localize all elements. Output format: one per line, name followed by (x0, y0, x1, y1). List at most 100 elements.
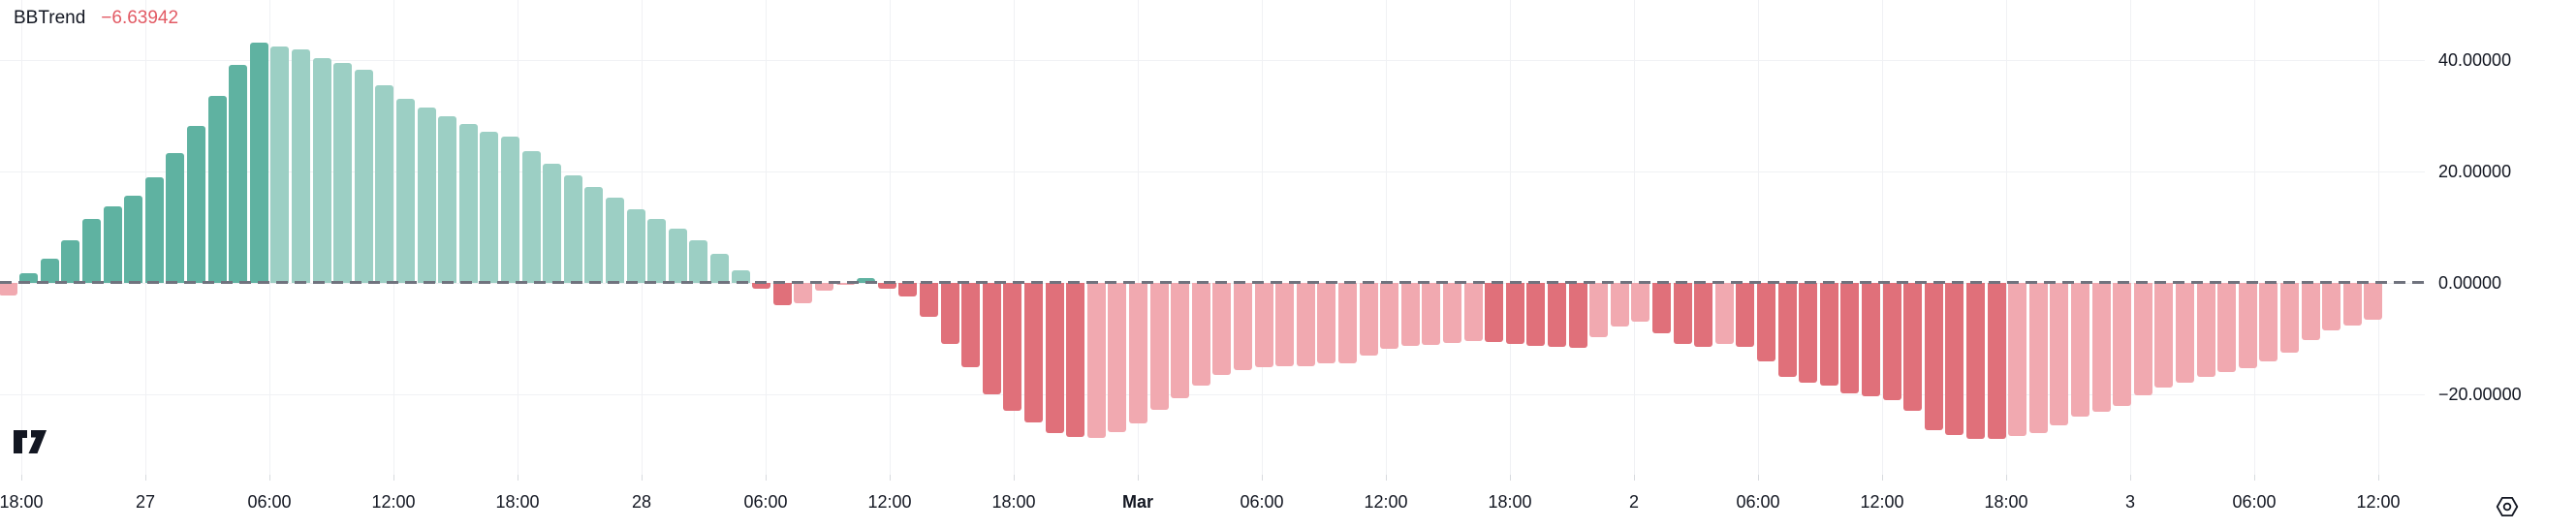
histogram-bar (1128, 283, 1147, 423)
time-tick-mark (642, 475, 643, 481)
price-scale-label: 20.00000 (2438, 162, 2512, 181)
histogram-bar (1673, 283, 1692, 345)
v-gridline (1758, 0, 1759, 475)
histogram-bar (61, 239, 80, 283)
time-tick-mark (2378, 475, 2379, 481)
price-scale-label: 40.00000 (2438, 50, 2512, 70)
v-gridline (1510, 0, 1511, 475)
histogram-bar (354, 69, 373, 283)
v-gridline (890, 0, 891, 475)
indicator-legend[interactable]: BBTrend −6.63942 (14, 8, 178, 29)
histogram-bar (270, 47, 290, 283)
histogram-bar (919, 283, 938, 317)
histogram-bar (438, 115, 457, 283)
histogram-bar (2113, 283, 2132, 406)
price-scale-label: −20.00000 (2438, 385, 2522, 404)
histogram-bar (1589, 283, 1609, 338)
v-gridline (766, 0, 767, 475)
histogram-bar (1400, 283, 1420, 346)
time-axis-label: 18:00 (991, 491, 1036, 512)
v-gridline (1386, 0, 1387, 475)
histogram-bar (1359, 283, 1378, 357)
histogram-bar (961, 283, 981, 368)
time-axis-label: 06:00 (247, 491, 292, 512)
time-tick-mark (1758, 475, 1759, 481)
histogram-bar (1819, 283, 1838, 386)
histogram-bar (689, 239, 708, 283)
histogram-bar (2259, 283, 2278, 362)
histogram-bar (1631, 283, 1650, 323)
time-tick-mark (1386, 475, 1387, 481)
v-gridline (2130, 0, 2131, 475)
histogram-bar (1066, 283, 1085, 438)
histogram-bar (814, 283, 833, 292)
histogram-bar (1003, 283, 1022, 412)
histogram-bar (2364, 283, 2383, 321)
v-gridline (1138, 0, 1139, 475)
histogram-bar (1882, 283, 1901, 400)
zero-line (0, 281, 2425, 284)
histogram-bar (1651, 283, 1671, 334)
histogram-bar (857, 278, 876, 283)
time-axis-label: 06:00 (743, 491, 788, 512)
indicator-title: BBTrend (14, 8, 86, 28)
time-axis-label: 06:00 (1736, 491, 1780, 512)
price-scale[interactable]: 40.00000 20.00000 0.00000 −20.00000 (2413, 0, 2576, 475)
histogram-bar (1840, 283, 1860, 393)
time-axis-label: 12:00 (1364, 491, 1408, 512)
histogram-bar (709, 254, 729, 283)
histogram-bar (1191, 283, 1210, 386)
time-tick-mark (1138, 475, 1139, 481)
v-gridline (2254, 0, 2255, 475)
plot-area[interactable]: BBTrend −6.63942 (0, 0, 2425, 475)
histogram-bar (333, 62, 353, 283)
histogram-bar (2301, 283, 2320, 341)
histogram-bar (543, 163, 562, 283)
histogram-bar (0, 283, 17, 296)
histogram-bar (1694, 283, 1713, 347)
histogram-bar (2070, 283, 2089, 417)
time-axis-label: 28 (631, 491, 652, 512)
time-axis[interactable]: 18:00 27 06:00 12:00 18:00 28 06:00 12:00 18:00 M… (0, 475, 2576, 529)
time-axis-label: 18:00 (1488, 491, 1532, 512)
time-tick-mark (1262, 475, 1263, 481)
histogram-bar (1714, 283, 1734, 345)
histogram-bar (1756, 283, 1775, 361)
histogram-bar (458, 124, 478, 283)
histogram-bar (731, 270, 750, 283)
h-gridline (0, 394, 2425, 395)
histogram-bar (794, 283, 813, 304)
histogram-bar (1965, 283, 1985, 439)
time-axis-label: 12:00 (2356, 491, 2401, 512)
time-tick-mark (2130, 475, 2131, 481)
price-scale-label: 0.00000 (2438, 273, 2502, 293)
histogram-bar (1799, 283, 1818, 383)
histogram-bar (584, 187, 604, 283)
histogram-bar (772, 283, 792, 305)
histogram-bar (2008, 283, 2027, 437)
time-axis-label: 06:00 (1240, 491, 1284, 512)
time-tick-mark (1014, 475, 1015, 481)
histogram-bar (1212, 283, 1232, 376)
histogram-bar (1233, 283, 1252, 371)
time-axis-label: 12:00 (1860, 491, 1904, 512)
histogram-bar (1045, 283, 1064, 434)
histogram-bar (1777, 283, 1797, 377)
histogram-bar (229, 65, 248, 283)
tradingview-logo[interactable] (12, 428, 48, 455)
h-gridline (0, 60, 2425, 61)
histogram-bar (1736, 283, 1755, 348)
histogram-bar (249, 42, 268, 283)
pane-settings-button[interactable] (2491, 490, 2524, 523)
histogram-bar (2154, 283, 2174, 388)
histogram-bar (2279, 283, 2299, 354)
time-tick-mark (1634, 475, 1635, 481)
histogram-bar (1547, 283, 1566, 348)
time-axis-label: 06:00 (2232, 491, 2277, 512)
time-tick-mark (2006, 475, 2007, 481)
histogram-bar (417, 107, 436, 283)
histogram-bar (291, 49, 310, 283)
time-axis-label: 12:00 (867, 491, 912, 512)
histogram-bar (563, 175, 582, 283)
